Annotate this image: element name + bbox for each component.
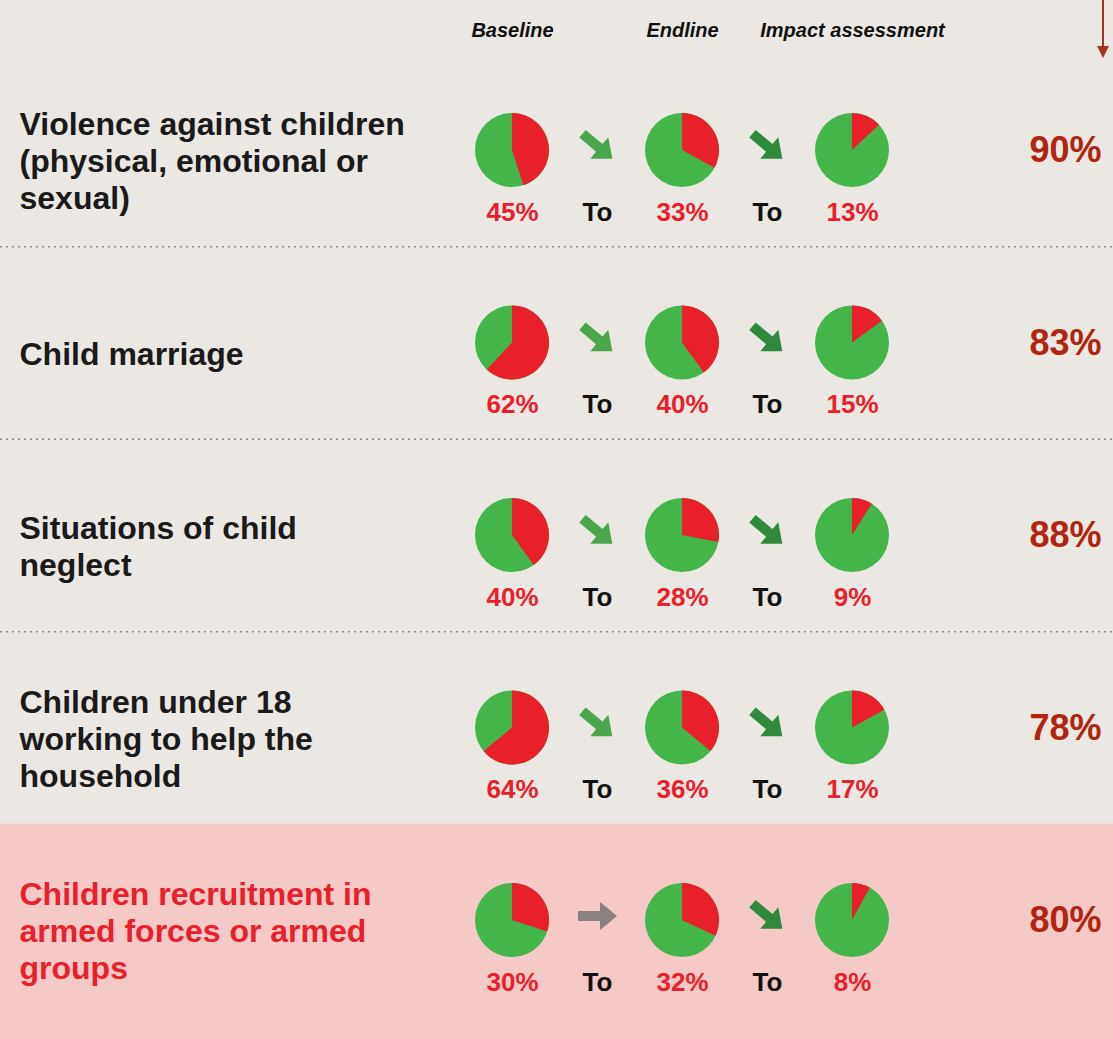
svg-text:90%90: 90%90: [1029, 129, 1101, 170]
svg-text:32%32: 32%32: [656, 967, 708, 997]
svg-text:To: To: [753, 967, 783, 997]
svg-text:To: To: [753, 774, 783, 804]
svg-text:17%17: 17%17: [826, 774, 878, 804]
svg-text:30%30: 30%30: [486, 967, 538, 997]
svg-text:36%36: 36%36: [656, 774, 708, 804]
svg-text:40%40: 40%40: [656, 389, 708, 419]
svg-text:13%13: 13%13: [826, 197, 878, 227]
svg-text:33%33: 33%33: [656, 197, 708, 227]
svg-text:28%28: 28%28: [656, 582, 708, 612]
svg-text:To: To: [753, 389, 783, 419]
svg-text:Children recruitment inarmed f: Children recruitment inarmed forces or a…: [20, 876, 372, 986]
svg-text:To: To: [583, 389, 613, 419]
svg-text:To: To: [753, 197, 783, 227]
svg-text:45%45: 45%45: [486, 197, 538, 227]
svg-text:88%88: 88%88: [1029, 514, 1101, 555]
svg-text:64%64: 64%64: [486, 774, 538, 804]
svg-text:Endline: Endline: [646, 19, 718, 41]
svg-text:83%83: 83%83: [1029, 322, 1101, 363]
svg-text:15%15: 15%15: [826, 389, 878, 419]
svg-text:To: To: [753, 582, 783, 612]
svg-text:To: To: [583, 582, 613, 612]
svg-text:8%8: 8%8: [834, 967, 872, 997]
svg-text:To: To: [583, 967, 613, 997]
svg-text:62%62: 62%62: [486, 389, 538, 419]
svg-text:9%9: 9%9: [834, 582, 872, 612]
svg-text:Impact assessment: Impact assessment: [760, 19, 946, 41]
svg-text:Children under 18working to he: Children under 18working to help thehous…: [19, 684, 313, 794]
svg-text:Baseline: Baseline: [471, 19, 553, 41]
svg-text:80%80: 80%80: [1029, 899, 1101, 940]
svg-text:To: To: [583, 774, 613, 804]
svg-text:Situations of childneglect: Situations of childneglect: [20, 510, 297, 583]
svg-text:40%40: 40%40: [486, 582, 538, 612]
svg-text:To: To: [583, 197, 613, 227]
svg-text:78%78: 78%78: [1029, 707, 1101, 748]
svg-text:Child marriage: Child marriage: [20, 336, 244, 372]
svg-text:Violence against children(phys: Violence against children(physical, emot…: [20, 106, 405, 216]
